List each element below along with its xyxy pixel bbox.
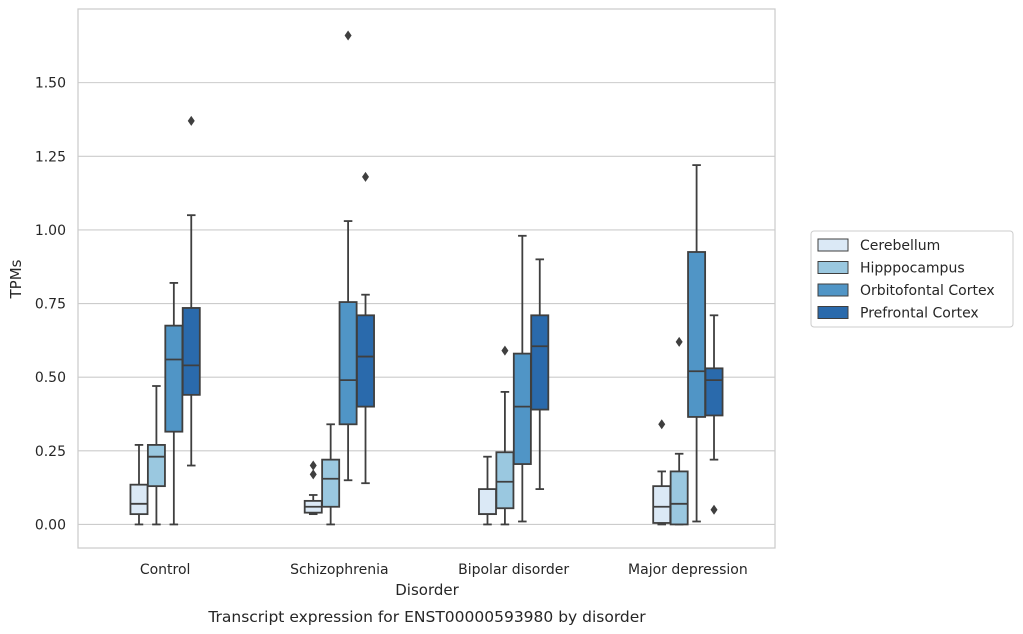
box-iqr	[478, 488, 497, 516]
box-orbitofontal-cortex	[338, 30, 358, 482]
x-tick-label: Schizophrenia	[290, 562, 388, 578]
box-iqr	[512, 352, 532, 465]
box-hipppocampus	[669, 336, 689, 526]
box-hipppocampus	[146, 385, 166, 526]
box-prefrontal-cortex	[356, 171, 375, 485]
box-iqr	[687, 251, 707, 418]
box-cerebellum	[478, 455, 497, 526]
x-tick-label: Control	[140, 562, 191, 578]
x-tick-label: Bipolar disorder	[458, 562, 569, 578]
legend-frame	[810, 230, 1014, 328]
outlier-point	[710, 504, 718, 515]
box-hipppocampus	[495, 345, 515, 526]
box-iqr	[704, 367, 724, 417]
y-axis-label: TPMs	[7, 259, 25, 299]
legend-label: Prefrontal Cortex	[860, 306, 979, 322]
box-cerebellum	[129, 444, 149, 526]
plot-frame	[77, 8, 776, 549]
box-iqr	[669, 470, 689, 526]
legend-label: Orbitofontal Cortex	[860, 283, 995, 299]
y-tick-label: 0.50	[35, 370, 66, 386]
outlier-point	[501, 345, 509, 356]
box-hipppocampus	[321, 423, 341, 526]
box-orbitofontal-cortex	[164, 282, 184, 526]
outlier-point	[362, 171, 370, 182]
box-cerebellum	[652, 419, 672, 526]
y-tick-label: 0.25	[35, 444, 66, 460]
outlier-point	[187, 115, 195, 126]
box-iqr	[530, 314, 550, 411]
x-tick-labels: Control Schizophrenia Bipolar disorder Majo…	[140, 562, 748, 578]
y-tick-label: 1.25	[35, 149, 66, 165]
box-iqr	[652, 485, 672, 524]
legend-swatch	[817, 283, 849, 297]
y-tick-label: 1.00	[35, 223, 66, 239]
y-tick-label: 0.75	[35, 297, 66, 313]
box-iqr	[181, 307, 201, 396]
box-iqr	[495, 451, 515, 510]
outlier-point	[675, 336, 683, 347]
outlier-point	[309, 460, 317, 471]
legend-label: Cerebellum	[860, 238, 940, 254]
box-iqr	[146, 444, 166, 488]
legend-swatch	[817, 238, 849, 252]
box-orbitofontal-cortex	[512, 234, 532, 523]
y-tick-labels: 0.00 0.25 0.50 0.75 1.00 1.25 1.50	[35, 76, 66, 534]
legend-label: Hipppocampus	[860, 261, 965, 277]
legend: Cerebellum Hipppocampus Orbitofontal Corte…	[810, 230, 1014, 328]
box-prefrontal-cortex	[704, 314, 724, 515]
chart-caption: Transcript expression for ENST0000059398…	[207, 608, 646, 626]
box-orbitofontal-cortex	[687, 164, 707, 523]
box-iqr	[129, 483, 149, 516]
y-tick-label: 0.00	[35, 517, 66, 533]
legend-swatch	[817, 261, 849, 274]
box-marks	[129, 30, 724, 526]
x-axis-label: Disorder	[395, 581, 459, 599]
box-prefrontal-cortex	[181, 115, 201, 467]
outlier-point	[309, 469, 317, 480]
box-iqr	[164, 324, 184, 433]
y-tick-label: 1.50	[35, 76, 66, 92]
x-tick-label: Major depression	[628, 562, 748, 578]
box-cerebellum	[303, 460, 323, 516]
outlier-point	[658, 419, 666, 430]
legend-swatch	[817, 306, 849, 319]
box-prefrontal-cortex	[530, 258, 550, 490]
box-iqr	[356, 314, 375, 408]
grid-lines	[78, 82, 775, 525]
box-iqr	[338, 301, 358, 426]
box-iqr	[321, 458, 341, 508]
outlier-point	[344, 30, 352, 41]
